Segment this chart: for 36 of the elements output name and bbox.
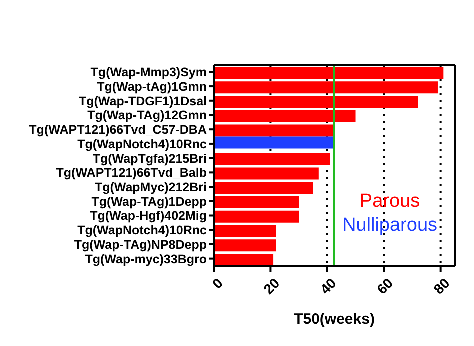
bar [214,67,444,80]
y-tick-label: Tg(WapNotch4)10Rnc [78,224,208,238]
text: Nulliparous [341,214,439,238]
y-tick-label: Tg(Wap-TDGF1)1Dsal [78,94,207,108]
y-tick-label: Tg(Wap-Mmp3)Sym [90,66,207,80]
y-tick-label: Tg(Wap-tAg)1Gmn [97,80,207,94]
x-axis-title: T50(weeks) [294,311,375,328]
bar [214,136,334,149]
bar [214,182,314,194]
x-tick-label: 40 [317,274,340,298]
x-tick-label: 20 [260,274,283,298]
x-tick-label: 60 [374,274,396,298]
bar [214,240,276,252]
bar [214,96,418,108]
y-tick-label: Tg(Wap-Hgf)402Mig [90,209,207,224]
x-tick-label: 0 [209,274,226,292]
bar [214,225,276,238]
x-tick-label: 80 [430,274,453,298]
y-tick-label: Tg(WapNotch4)10Rnc [78,137,208,152]
bar [214,168,319,180]
bar [214,110,356,122]
bar [214,196,300,209]
y-tick-label: Tg(Wap-TAg)1Depp [92,194,208,209]
y-tick-label: Tg(WAPT121)66Tvd_C57-DBA [29,123,207,138]
y-tick-label: Tg(WAPT121)66Tvd_Balb [56,166,208,180]
bar [214,124,334,137]
y-tick-label: Tg(WapMyc)212Bri [94,180,207,194]
y-tick-label: Tg(Wap-TAg)12Gmn [88,108,207,123]
bar [214,254,274,266]
bar [214,210,300,223]
bar [214,153,330,166]
bar [214,82,438,94]
y-tick-label: Tg(Wap-TAg)NP8Depp [74,238,208,252]
y-tick-label: Tg(Wap-myc)33Bgro [85,252,208,266]
text: Parous [358,190,422,214]
y-tick-label: Tg(WapTgfa)215Bri [92,152,207,166]
